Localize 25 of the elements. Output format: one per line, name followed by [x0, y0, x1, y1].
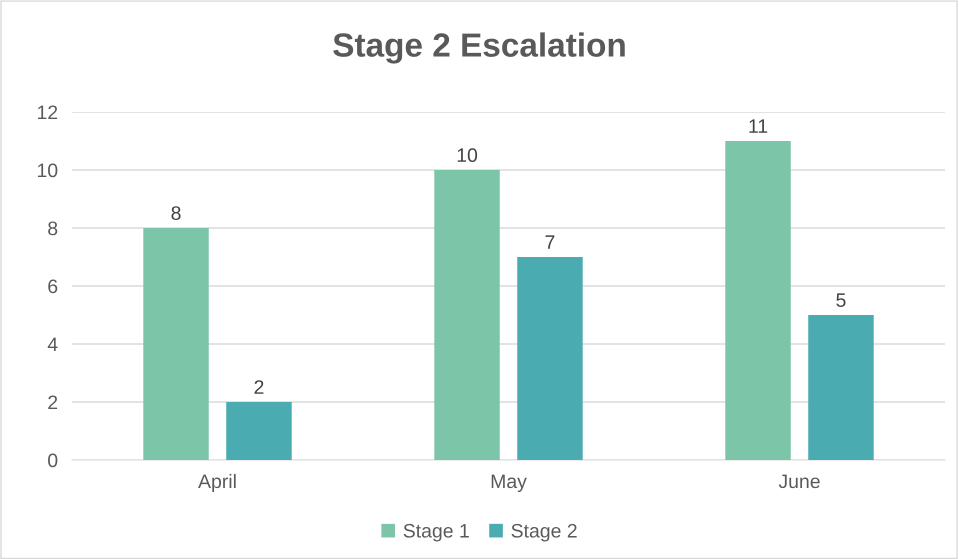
legend-label: Stage 2 — [511, 524, 577, 542]
x-tick-label: June — [778, 474, 820, 488]
data-label: 10 — [458, 148, 478, 162]
y-tick-label: 6 — [48, 279, 58, 294]
y-tick-label: 2 — [48, 395, 58, 410]
y-tick-label: 10 — [38, 163, 58, 178]
y-tick-label: 8 — [48, 221, 58, 236]
chart-title: Stage 2 Escalation — [333, 32, 625, 64]
x-tick-label: April — [198, 474, 236, 492]
bar — [517, 257, 583, 460]
x-tick-label: May — [492, 474, 527, 492]
legend-label: Stage 1 — [404, 524, 469, 542]
bar — [725, 141, 791, 460]
y-tick-label: 0 — [48, 453, 58, 468]
y-tick-label: 12 — [38, 105, 58, 120]
data-label: 7 — [546, 235, 554, 249]
bar — [226, 402, 292, 460]
y-tick-label: 4 — [48, 338, 58, 352]
bar — [434, 170, 500, 460]
data-label: 8 — [171, 206, 181, 220]
data-label: 2 — [254, 380, 264, 394]
data-label: 11 — [749, 119, 768, 133]
data-label: 5 — [836, 293, 846, 307]
bar — [143, 228, 209, 460]
bar — [808, 315, 874, 460]
